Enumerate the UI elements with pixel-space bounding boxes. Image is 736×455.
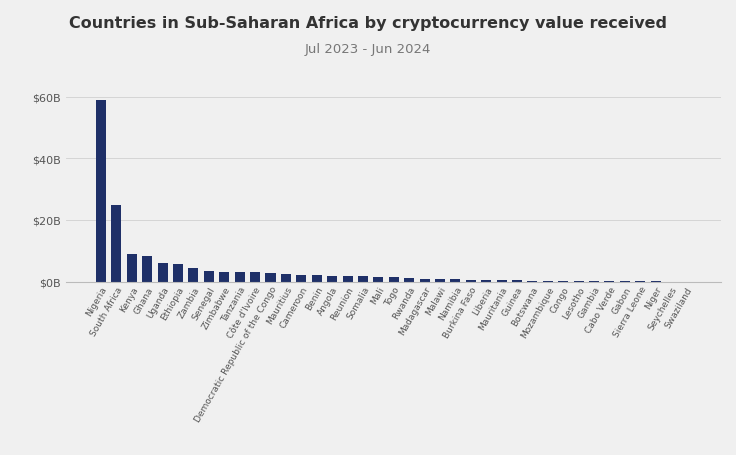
Bar: [481, 280, 491, 282]
Bar: [281, 274, 291, 282]
Bar: [512, 281, 522, 282]
Bar: [373, 277, 383, 282]
Bar: [558, 281, 568, 282]
Bar: [158, 263, 168, 282]
Bar: [235, 273, 244, 282]
Bar: [435, 279, 445, 282]
Bar: [450, 280, 461, 282]
Bar: [358, 277, 368, 282]
Text: Countries in Sub-Saharan Africa by cryptocurrency value received: Countries in Sub-Saharan Africa by crypt…: [69, 16, 667, 31]
Bar: [204, 271, 214, 282]
Bar: [342, 276, 353, 282]
Bar: [543, 281, 553, 282]
Bar: [266, 273, 275, 282]
Bar: [497, 281, 506, 282]
Bar: [219, 272, 230, 282]
Text: Jul 2023 - Jun 2024: Jul 2023 - Jun 2024: [305, 43, 431, 56]
Bar: [111, 205, 121, 282]
Bar: [466, 280, 475, 282]
Bar: [96, 101, 106, 282]
Bar: [327, 276, 337, 282]
Bar: [142, 257, 152, 282]
Bar: [188, 268, 199, 282]
Bar: [173, 264, 183, 282]
Bar: [250, 273, 260, 282]
Bar: [404, 278, 414, 282]
Bar: [389, 278, 399, 282]
Bar: [127, 254, 137, 282]
Bar: [528, 281, 537, 282]
Bar: [297, 275, 306, 282]
Bar: [312, 276, 322, 282]
Bar: [420, 279, 430, 282]
